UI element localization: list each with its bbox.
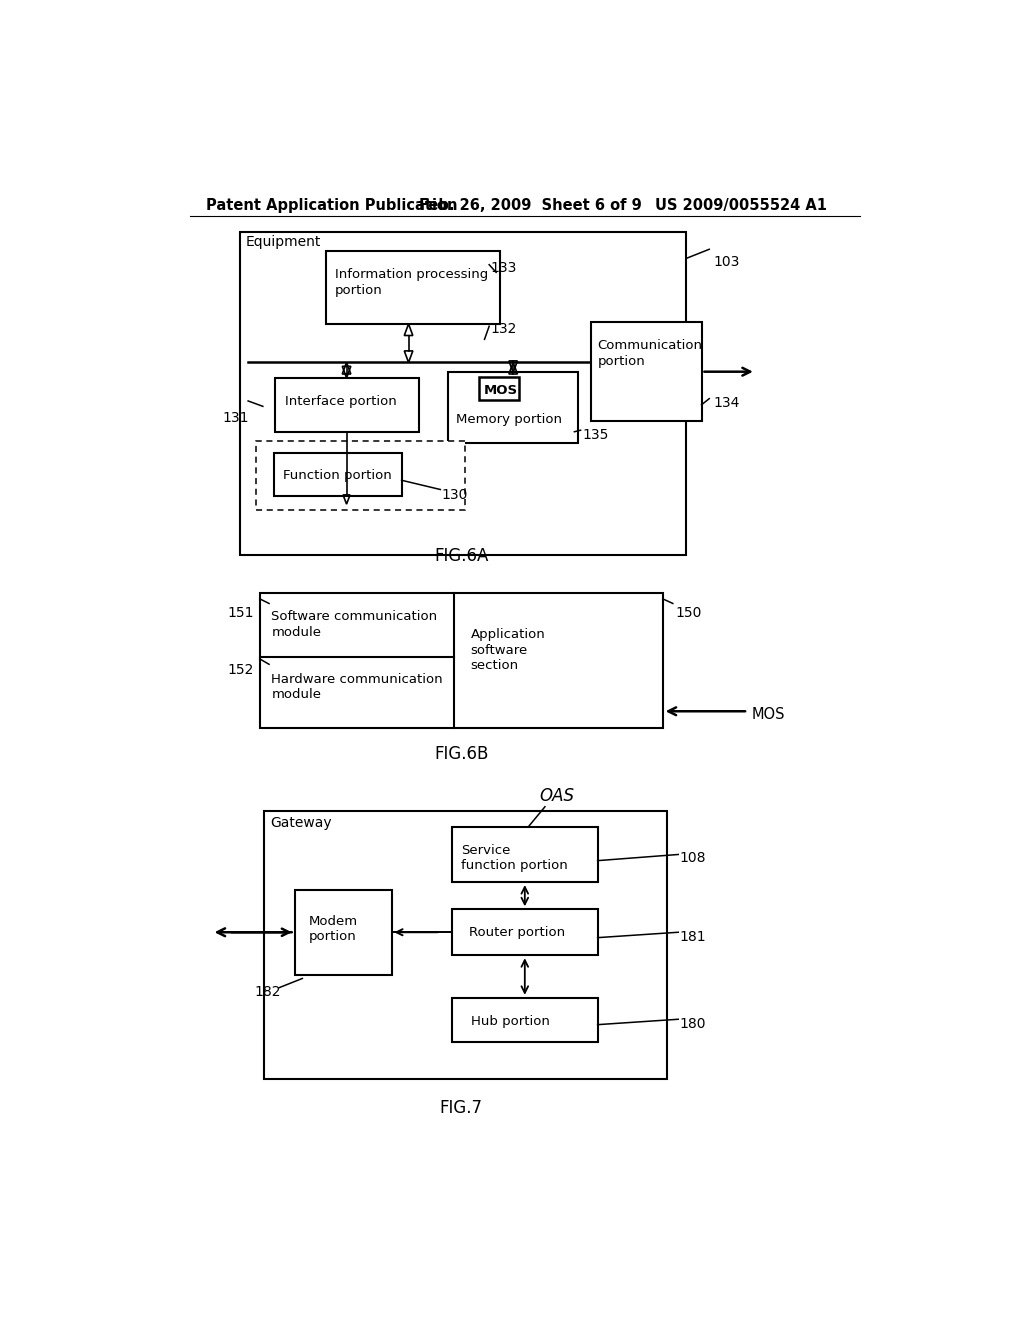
Text: MOS: MOS bbox=[752, 708, 785, 722]
Text: 181: 181 bbox=[680, 929, 707, 944]
Text: section: section bbox=[471, 659, 519, 672]
Text: 134: 134 bbox=[713, 396, 739, 409]
Text: OAS: OAS bbox=[539, 787, 574, 805]
Text: 150: 150 bbox=[675, 606, 701, 620]
Text: 151: 151 bbox=[227, 606, 254, 620]
Text: 132: 132 bbox=[490, 322, 517, 337]
Text: FIG.6B: FIG.6B bbox=[434, 744, 488, 763]
Text: Memory portion: Memory portion bbox=[456, 412, 562, 425]
Bar bbox=[452, 909, 598, 956]
Text: 108: 108 bbox=[680, 851, 707, 866]
Text: portion: portion bbox=[335, 284, 383, 297]
Text: function portion: function portion bbox=[461, 859, 568, 873]
Bar bbox=[260, 594, 663, 729]
Bar bbox=[449, 372, 579, 444]
Bar bbox=[256, 441, 465, 511]
Text: 103: 103 bbox=[713, 255, 739, 269]
Text: 182: 182 bbox=[254, 985, 281, 999]
Text: 131: 131 bbox=[222, 411, 249, 425]
Text: Hardware communication: Hardware communication bbox=[271, 673, 443, 686]
Bar bbox=[263, 812, 667, 1080]
Text: Software communication: Software communication bbox=[271, 610, 437, 623]
Text: Information processing: Information processing bbox=[335, 268, 488, 281]
Text: Function portion: Function portion bbox=[283, 469, 392, 482]
Text: Gateway: Gateway bbox=[270, 816, 332, 830]
Text: 130: 130 bbox=[442, 488, 468, 502]
Text: Application: Application bbox=[471, 628, 546, 642]
Bar bbox=[295, 890, 391, 974]
Text: 135: 135 bbox=[583, 428, 608, 442]
Text: module: module bbox=[271, 626, 322, 639]
Text: FIG.7: FIG.7 bbox=[439, 1100, 482, 1117]
Bar bbox=[241, 231, 686, 554]
Text: portion: portion bbox=[308, 929, 356, 942]
Bar bbox=[452, 826, 598, 882]
Text: Service: Service bbox=[461, 843, 511, 857]
Bar bbox=[275, 378, 419, 432]
Text: Hub portion: Hub portion bbox=[471, 1015, 550, 1028]
Text: 152: 152 bbox=[227, 663, 254, 677]
Text: FIG.6A: FIG.6A bbox=[434, 548, 488, 565]
Text: Interface portion: Interface portion bbox=[285, 395, 396, 408]
Bar bbox=[452, 998, 598, 1043]
Text: Equipment: Equipment bbox=[246, 235, 322, 248]
Text: portion: portion bbox=[598, 355, 645, 368]
Text: US 2009/0055524 A1: US 2009/0055524 A1 bbox=[655, 198, 827, 214]
Text: Patent Application Publication: Patent Application Publication bbox=[206, 198, 457, 214]
Text: module: module bbox=[271, 688, 322, 701]
Text: Modem: Modem bbox=[308, 915, 357, 928]
Text: 180: 180 bbox=[680, 1016, 707, 1031]
Bar bbox=[326, 251, 500, 323]
Text: software: software bbox=[471, 644, 527, 656]
Text: Router portion: Router portion bbox=[469, 927, 565, 939]
Text: 133: 133 bbox=[490, 261, 517, 275]
Bar bbox=[273, 453, 401, 496]
Bar bbox=[479, 378, 519, 400]
Bar bbox=[592, 322, 701, 421]
Text: Communication: Communication bbox=[598, 339, 702, 352]
Text: MOS: MOS bbox=[483, 384, 518, 397]
Text: Feb. 26, 2009  Sheet 6 of 9: Feb. 26, 2009 Sheet 6 of 9 bbox=[419, 198, 641, 214]
